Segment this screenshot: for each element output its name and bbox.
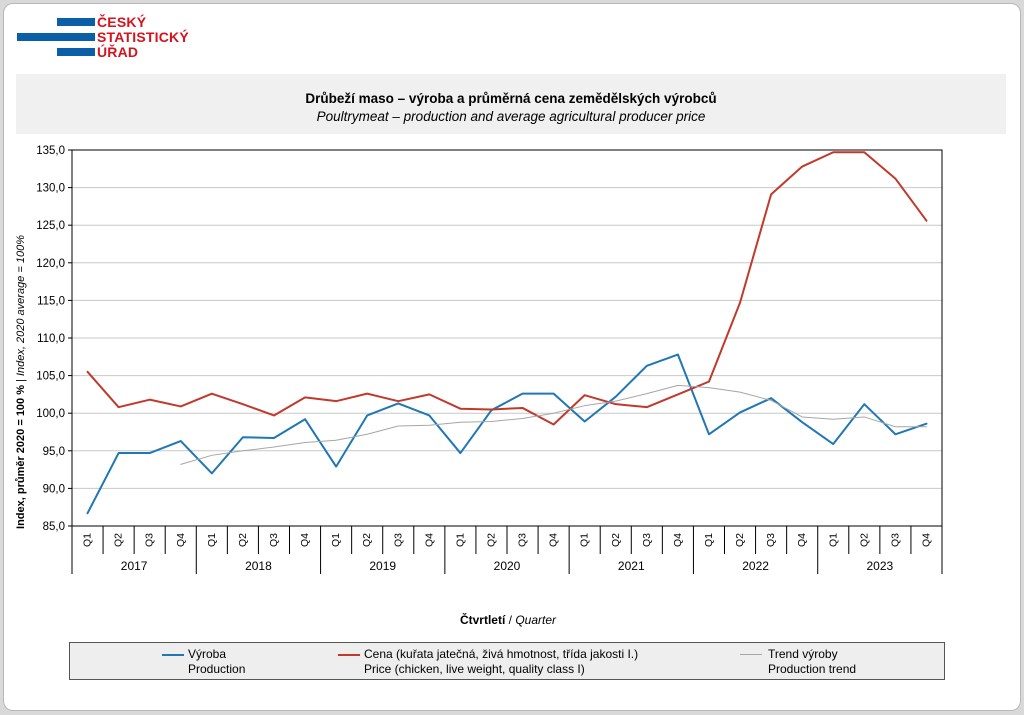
x-tick-label-quarter: Q4 bbox=[423, 533, 435, 547]
x-tick-label-quarter: Q3 bbox=[517, 533, 529, 547]
x-tick-label-year: 2019 bbox=[369, 559, 396, 573]
legend-swatch-price bbox=[338, 654, 360, 656]
x-tick-label-quarter: Q2 bbox=[361, 533, 373, 547]
x-tick-label-year: 2022 bbox=[742, 559, 769, 573]
x-tick-label-quarter: Q1 bbox=[579, 533, 591, 547]
x-tick-label-quarter: Q4 bbox=[548, 533, 560, 547]
x-tick-label-quarter: Q2 bbox=[237, 533, 249, 547]
y-tick-label: 95,0 bbox=[43, 446, 65, 458]
x-tick-label-quarter: Q3 bbox=[641, 533, 653, 547]
logo-bar bbox=[57, 18, 95, 26]
y-tick-label: 135,0 bbox=[36, 145, 65, 157]
legend-label-en: Production trend bbox=[768, 662, 857, 676]
chart-title-box: Drůbeží maso – výroba a průměrná cena ze… bbox=[16, 74, 1006, 134]
legend-swatch-trend bbox=[740, 654, 762, 655]
x-tick-label-quarter: Q2 bbox=[610, 533, 622, 547]
x-tick-label-quarter: Q3 bbox=[144, 533, 156, 547]
x-tick-label-quarter: Q2 bbox=[113, 533, 125, 547]
legend-swatch-production bbox=[162, 654, 184, 656]
x-tick-label-quarter: Q4 bbox=[920, 533, 932, 547]
logo-text-line2: STATISTICKÝ bbox=[97, 29, 189, 45]
legend-item-trend: Trend výroby Production trend bbox=[768, 647, 856, 677]
x-tick-label-quarter: Q2 bbox=[734, 533, 746, 547]
x-tick-label-quarter: Q2 bbox=[485, 533, 497, 547]
x-axis-label: Čtvrtletí / Quarter bbox=[459, 613, 557, 627]
legend-item-price: Cena (kuřata jatečná, živá hmotnost, tří… bbox=[364, 647, 638, 677]
x-tick-label-quarter: Q1 bbox=[82, 533, 94, 547]
series-line-production bbox=[86, 353, 928, 515]
y-tick-label: 100,0 bbox=[36, 408, 65, 420]
series-line-price bbox=[86, 151, 928, 426]
x-tick-label-quarter: Q4 bbox=[175, 533, 187, 547]
y-tick-label: 115,0 bbox=[37, 295, 65, 307]
logo-bar bbox=[57, 48, 95, 56]
x-tick-label-quarter: Q1 bbox=[827, 533, 839, 547]
logo-bar bbox=[17, 33, 95, 41]
y-tick-label: 110,0 bbox=[37, 333, 65, 345]
x-tick-label-quarter: Q1 bbox=[703, 533, 715, 547]
x-tick-label-quarter: Q3 bbox=[392, 533, 404, 547]
y-tick-label: 130,0 bbox=[36, 183, 65, 195]
x-tick-label-quarter: Q4 bbox=[796, 533, 808, 547]
x-tick-label-quarter: Q3 bbox=[765, 533, 777, 547]
legend-label-en: Price (chicken, live weight, quality cla… bbox=[364, 662, 585, 676]
y-tick-label: 125,0 bbox=[36, 220, 65, 232]
legend-item-production: Výroba Production bbox=[188, 647, 245, 677]
chart-subtitle: Poultrymeat – production and average agr… bbox=[316, 109, 706, 124]
legend-label-cs: Trend výroby bbox=[768, 647, 838, 661]
x-tick-label-quarter: Q4 bbox=[672, 533, 684, 547]
y-tick-label: 90,0 bbox=[43, 483, 65, 495]
x-tick-label-quarter: Q2 bbox=[858, 533, 870, 547]
legend-label-cs: Cena (kuřata jatečná, živá hmotnost, tří… bbox=[364, 647, 639, 661]
x-tick-label-quarter: Q3 bbox=[889, 533, 901, 547]
series-line-trend bbox=[180, 384, 927, 465]
y-tick-label: 120,0 bbox=[36, 258, 65, 270]
logo-text-line3: ÚŘAD bbox=[97, 44, 139, 60]
chart-title: Drůbeží maso – výroba a průměrná cena ze… bbox=[305, 91, 717, 106]
legend-label-cs: Výroba bbox=[188, 647, 227, 661]
x-tick-label-year: 2017 bbox=[121, 559, 148, 573]
y-tick-label: 105,0 bbox=[36, 371, 65, 383]
x-tick-label-year: 2018 bbox=[245, 559, 272, 573]
x-tick-label-quarter: Q1 bbox=[330, 533, 342, 547]
x-tick-label-year: 2021 bbox=[618, 559, 645, 573]
y-tick-label: 85,0 bbox=[43, 521, 65, 533]
x-tick-label-quarter: Q3 bbox=[268, 533, 280, 547]
x-tick-label-quarter: Q4 bbox=[299, 533, 311, 547]
x-tick-label-year: 2020 bbox=[494, 559, 521, 573]
logo-text-line1: ČESKÝ bbox=[97, 14, 147, 30]
czso-logo: ČESKÝ STATISTICKÝ ÚŘAD bbox=[14, 14, 214, 62]
y-axis-label: Index, průměr 2020 = 100 % | Index, 2020… bbox=[15, 235, 27, 529]
x-tick-label-year: 2023 bbox=[867, 559, 894, 573]
x-tick-label-quarter: Q1 bbox=[454, 533, 466, 547]
x-tick-label-quarter: Q1 bbox=[206, 533, 218, 547]
legend-label-en: Production bbox=[188, 662, 246, 676]
legend: Výroba Production Cena (kuřata jatečná, … bbox=[69, 642, 945, 680]
